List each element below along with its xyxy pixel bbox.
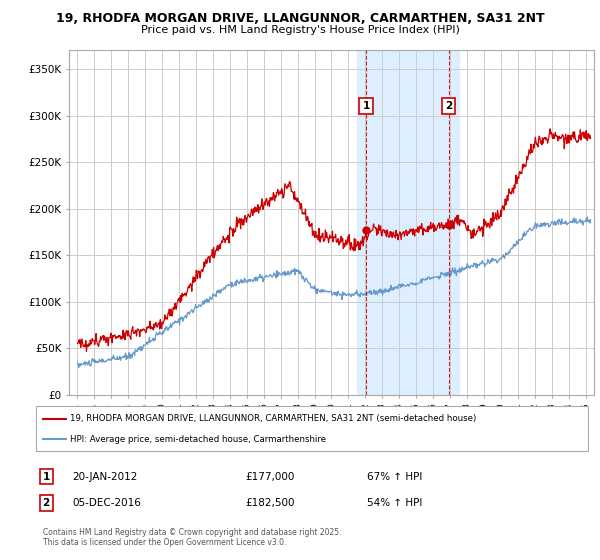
Text: 19, RHODFA MORGAN DRIVE, LLANGUNNOR, CARMARTHEN, SA31 2NT: 19, RHODFA MORGAN DRIVE, LLANGUNNOR, CAR… bbox=[56, 12, 544, 25]
Text: 20-JAN-2012: 20-JAN-2012 bbox=[72, 472, 137, 482]
Text: 1: 1 bbox=[43, 472, 50, 482]
Text: 2: 2 bbox=[43, 498, 50, 507]
Point bbox=[63, 436, 70, 442]
Text: Contains HM Land Registry data © Crown copyright and database right 2025.
This d: Contains HM Land Registry data © Crown c… bbox=[43, 528, 341, 547]
Text: 05-DEC-2016: 05-DEC-2016 bbox=[72, 498, 141, 507]
Point bbox=[39, 415, 46, 422]
Text: 1: 1 bbox=[362, 101, 370, 111]
Text: 2: 2 bbox=[445, 101, 452, 111]
Text: 19, RHODFA MORGAN DRIVE, LLANGUNNOR, CARMARTHEN, SA31 2NT (semi-detached house): 19, RHODFA MORGAN DRIVE, LLANGUNNOR, CAR… bbox=[70, 414, 476, 423]
Bar bbox=[357, 50, 458, 395]
Text: £177,000: £177,000 bbox=[246, 472, 295, 482]
Text: Price paid vs. HM Land Registry's House Price Index (HPI): Price paid vs. HM Land Registry's House … bbox=[140, 25, 460, 35]
Point bbox=[63, 415, 70, 422]
Text: HPI: Average price, semi-detached house, Carmarthenshire: HPI: Average price, semi-detached house,… bbox=[70, 435, 326, 444]
Point bbox=[39, 436, 46, 442]
Text: 67% ↑ HPI: 67% ↑ HPI bbox=[367, 472, 422, 482]
Text: 54% ↑ HPI: 54% ↑ HPI bbox=[367, 498, 422, 507]
Text: £182,500: £182,500 bbox=[246, 498, 295, 507]
